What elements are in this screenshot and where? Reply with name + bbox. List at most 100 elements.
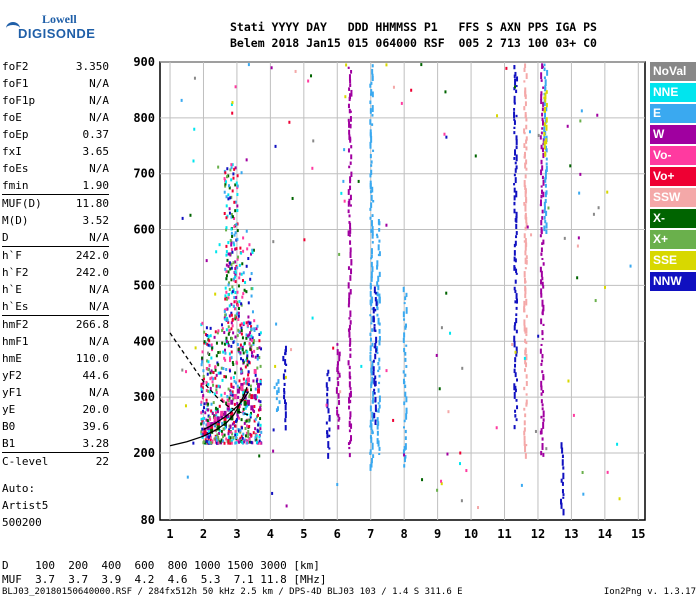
echo-point xyxy=(236,186,239,190)
echo-point xyxy=(560,502,563,509)
echo-point xyxy=(226,258,229,262)
echo-point xyxy=(370,370,373,376)
echo-point xyxy=(272,428,275,432)
echo-point xyxy=(220,393,223,397)
echo-point xyxy=(378,395,381,403)
echo-point xyxy=(236,384,239,388)
echo-point xyxy=(237,395,240,399)
echo-point xyxy=(515,235,518,239)
echo-point xyxy=(347,282,350,289)
echo-point xyxy=(541,299,544,307)
echo-point xyxy=(348,446,351,450)
echo-point xyxy=(210,441,213,445)
echo-point xyxy=(378,239,381,243)
echo-point xyxy=(200,382,203,386)
legend-sse: SSE xyxy=(650,251,696,270)
echo-point xyxy=(347,118,350,122)
echo-point xyxy=(246,377,250,383)
echo-point xyxy=(210,428,214,434)
echo-point xyxy=(218,243,221,247)
echo-point xyxy=(241,279,244,283)
echo-point xyxy=(217,363,220,367)
echo-point xyxy=(225,180,228,184)
echo-point xyxy=(541,403,544,407)
echo-point xyxy=(349,417,352,420)
echo-point xyxy=(514,258,517,263)
footer-version: Ion2Png v. 1.3.17 xyxy=(603,587,696,597)
echo-point xyxy=(374,353,377,360)
echo-point xyxy=(239,351,242,355)
echo-point xyxy=(516,298,519,304)
echo-point xyxy=(239,343,242,347)
x-tick-label: 9 xyxy=(434,527,441,540)
echo-point xyxy=(258,435,261,439)
echo-point xyxy=(247,435,250,439)
echo-point xyxy=(524,293,527,299)
echo-point xyxy=(513,85,516,89)
echo-point xyxy=(232,376,235,380)
echo-point xyxy=(543,63,546,67)
echo-point xyxy=(249,384,252,388)
echo-point xyxy=(201,350,204,354)
echo-point xyxy=(205,418,208,422)
echo-point xyxy=(523,240,526,243)
param-value: 242.0 xyxy=(75,266,109,279)
echo-point xyxy=(245,158,248,162)
echo-point xyxy=(372,454,375,459)
muf-d-label: D xyxy=(2,559,9,572)
echo-point xyxy=(233,402,236,406)
echo-point xyxy=(303,238,306,242)
param-value: 242.0 xyxy=(75,249,109,262)
echo-point xyxy=(515,272,518,275)
echo-point xyxy=(250,327,253,331)
param-row-yf2: yF2 44.6 xyxy=(2,367,109,384)
echo-point xyxy=(284,404,287,411)
echo-point xyxy=(233,167,236,171)
echo-point xyxy=(227,281,230,285)
echo-point xyxy=(225,290,228,294)
param-value: N/A xyxy=(89,111,109,124)
echo-point xyxy=(370,81,373,85)
echo-point xyxy=(223,410,227,416)
echo-point xyxy=(349,353,352,358)
echo-point xyxy=(578,191,581,195)
echo-point xyxy=(238,440,241,444)
echo-point xyxy=(233,394,237,400)
param-name: MUF(D) xyxy=(2,197,42,210)
echo-point xyxy=(213,335,216,339)
echo-point xyxy=(230,321,233,325)
echo-point xyxy=(234,335,237,339)
echo-point xyxy=(247,315,250,319)
echo-point xyxy=(237,307,240,311)
echo-point xyxy=(225,401,228,405)
echo-point xyxy=(207,435,210,439)
echo-point xyxy=(250,252,253,256)
echo-point xyxy=(259,407,262,411)
y-tick-label: 900 xyxy=(133,55,155,69)
echo-point xyxy=(235,418,238,422)
echo-point xyxy=(229,369,232,373)
echo-point xyxy=(376,410,379,413)
echo-point xyxy=(216,361,219,365)
echo-point xyxy=(327,369,330,374)
echo-point xyxy=(348,121,351,128)
echo-point xyxy=(231,360,234,364)
echo-point xyxy=(524,257,527,265)
echo-point xyxy=(253,409,256,413)
echo-point xyxy=(541,175,544,180)
echo-point xyxy=(403,464,406,468)
echo-point xyxy=(541,257,544,261)
echo-point xyxy=(543,132,546,140)
echo-point xyxy=(255,434,258,438)
echo-point xyxy=(234,271,237,275)
echo-point xyxy=(258,356,261,360)
echo-point xyxy=(377,408,380,413)
echo-point xyxy=(250,440,253,444)
echo-point xyxy=(250,411,253,415)
param-value: 22 xyxy=(95,455,109,468)
echo-point xyxy=(234,85,237,89)
y-tick-label: 400 xyxy=(133,334,155,348)
echo-point xyxy=(204,333,207,337)
echo-point xyxy=(378,404,381,409)
echo-point xyxy=(541,209,544,214)
